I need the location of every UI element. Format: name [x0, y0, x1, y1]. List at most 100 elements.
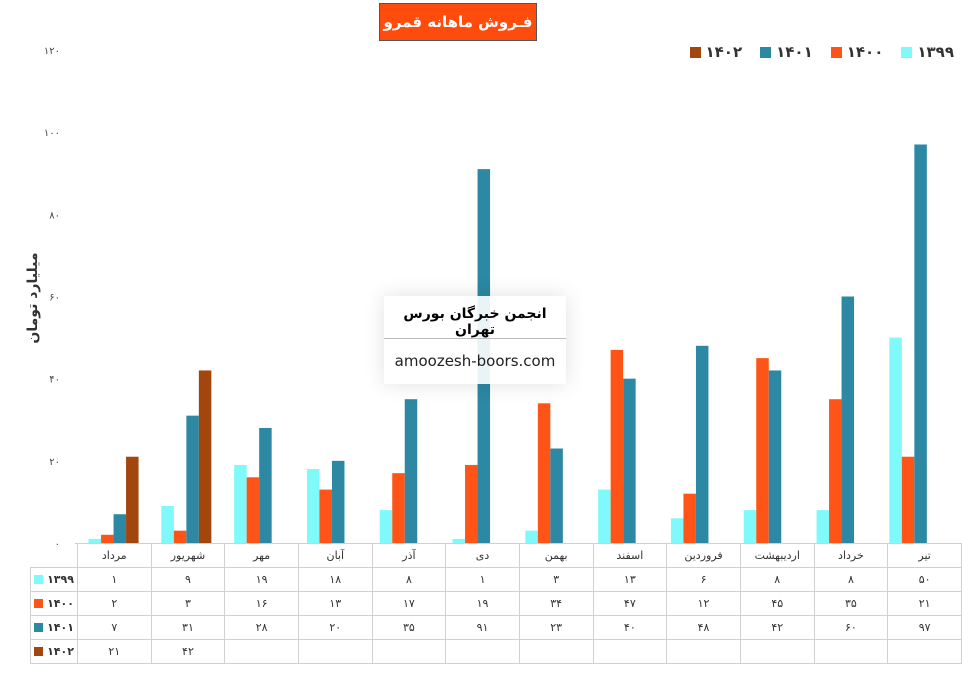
table-cell: ۴۰ — [592, 615, 668, 640]
bar — [88, 538, 102, 543]
bar — [126, 456, 139, 543]
data-table: مرداد شهریور مهر آبان آذر دی بهمن اسفند فروردین ا… — [30, 543, 962, 664]
table-cell: ۲۱ — [76, 639, 152, 664]
table-cell: ۳ — [150, 591, 226, 616]
table-cell: ۲۸ — [224, 615, 299, 640]
bar — [901, 456, 915, 543]
category-label: اردیبهشت — [739, 543, 815, 568]
table-cell: ۹۱ — [445, 615, 520, 640]
table-cell: ۳۵ — [371, 615, 447, 640]
category-label: آذر — [371, 543, 447, 568]
table-cell: ۸ — [739, 567, 815, 592]
y-tick-label: ۱۰۰ — [44, 128, 60, 139]
table-swatch — [34, 647, 44, 656]
bar — [756, 358, 769, 543]
table-cell: ۶۰ — [813, 615, 889, 640]
table-cell: ۴۲ — [739, 615, 815, 640]
table-cell: ۱۹ — [224, 567, 299, 592]
legend-swatch — [689, 46, 701, 58]
legend-label: ۱۴۰۲ — [705, 43, 743, 61]
bar — [101, 534, 114, 543]
table-cell — [518, 639, 594, 664]
legend-entry: ۱۳۹۹ — [901, 43, 954, 61]
table-cell: ۱۶ — [224, 591, 299, 616]
bar — [246, 477, 260, 543]
y-tick-label: ۲۰ — [49, 457, 60, 468]
table-cell: ۴۷ — [592, 591, 668, 616]
bar — [598, 489, 611, 543]
table-cell — [224, 639, 299, 664]
bar — [889, 337, 902, 543]
bar — [198, 370, 212, 543]
table-corner — [31, 544, 78, 568]
table-cell — [371, 639, 447, 664]
table-swatch — [34, 575, 44, 584]
bar — [914, 144, 927, 543]
table-cell: ۹ — [150, 567, 226, 592]
table-cell: ۲۰ — [297, 615, 373, 640]
legend-swatch — [760, 46, 772, 58]
y-axis-label: میلیارد تومان — [25, 252, 41, 344]
table-series-label: ۱۴۰۲ — [30, 639, 78, 664]
bar — [234, 464, 247, 543]
table-cell: ۱۳ — [592, 567, 668, 592]
table-row: ۱۴۰۰ ۲ ۳ ۱۶ ۱۳ ۱۷ ۱۹ ۳۴ ۴۷ ۱۲ ۴۵ ۳۵ ۲۱ — [30, 591, 962, 616]
y-tick-label: ۶۰ — [49, 293, 60, 304]
y-tick-label: ۸۰ — [49, 210, 60, 221]
category-label: خرداد — [813, 543, 889, 568]
legend-label: ۱۳۹۹ — [917, 43, 954, 61]
bar — [683, 493, 696, 543]
table-row: ۱۴۰۲ ۲۱ ۴۲ — [30, 639, 962, 664]
table-cell: ۱۳ — [297, 591, 373, 616]
table-cell: ۸ — [371, 567, 447, 592]
table-cell — [887, 639, 962, 664]
table-cell: ۳۱ — [150, 615, 226, 640]
legend-entry: ۱۴۰۲ — [689, 43, 743, 61]
table-cell: ۱ — [76, 567, 152, 592]
bar — [306, 469, 320, 543]
bar — [768, 370, 782, 543]
y-tick-label: ۰ — [55, 539, 60, 545]
bar — [816, 510, 830, 543]
table-cell: ۹۷ — [887, 615, 962, 640]
bar — [186, 415, 199, 543]
table-swatch — [34, 599, 44, 608]
category-label: فروردین — [666, 543, 741, 568]
category-label: مهر — [224, 543, 299, 568]
table-cell — [666, 639, 741, 664]
bar — [319, 489, 332, 543]
category-label: بهمن — [518, 543, 594, 568]
bar — [829, 399, 842, 543]
watermark-title: انجمن خبرگان بورس تهران — [403, 306, 547, 338]
legend-swatch — [901, 46, 913, 58]
table-cell: ۱ — [445, 567, 520, 592]
table-cell — [297, 639, 373, 664]
category-label: مرداد — [76, 543, 152, 568]
y-tick-label: ۱۲۰ — [44, 46, 60, 57]
bar — [695, 345, 709, 543]
table-cell: ۱۸ — [297, 567, 373, 592]
table-cell — [739, 639, 815, 664]
bar — [404, 399, 418, 543]
bar — [841, 296, 855, 543]
table-cell: ۷ — [76, 615, 152, 640]
bar — [259, 427, 272, 543]
legend-entry: ۱۴۰۱ — [760, 43, 813, 61]
category-label: اسفند — [592, 543, 668, 568]
bar — [610, 349, 624, 543]
table-series-label: ۱۴۰۰ — [30, 591, 78, 616]
bar — [331, 460, 345, 543]
bar — [623, 378, 636, 543]
table-row: ۱۳۹۹ ۱ ۹ ۱۹ ۱۸ ۸ ۱ ۳ ۱۳ ۶ ۸ ۸ ۵۰ — [30, 567, 962, 592]
table-cell: ۴۲ — [150, 639, 226, 664]
table-cell — [813, 639, 889, 664]
legend-label: ۱۴۰۱ — [776, 43, 813, 61]
table-cell: ۴۵ — [739, 591, 815, 616]
bar — [743, 510, 757, 543]
table-cell: ۱۷ — [371, 591, 447, 616]
table-cell: ۴۸ — [666, 615, 741, 640]
category-label: دی — [445, 543, 520, 568]
table-cell: ۲۳ — [518, 615, 594, 640]
table-cell: ۳ — [518, 567, 594, 592]
table-series-label: ۱۴۰۱ — [30, 615, 78, 640]
